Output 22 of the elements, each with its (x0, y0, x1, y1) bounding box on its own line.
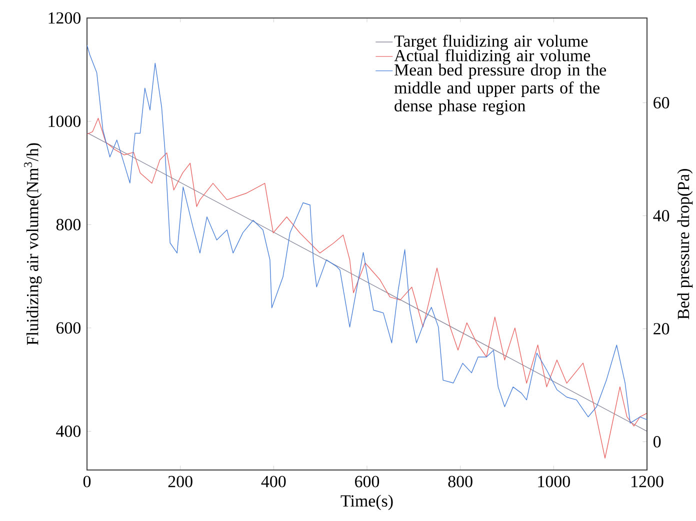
y-tick-label: 400 (56, 426, 81, 437)
y-tick-label: 600 (56, 322, 81, 334)
x-tick-label: 400 (261, 476, 286, 488)
y-tick-label: 1000 (48, 116, 81, 128)
x-tick-label: 1200 (632, 476, 664, 488)
y2-tick-label: 60 (654, 97, 670, 108)
x-axis-title: Time(s) (340, 494, 393, 510)
y2-tick-label: 0 (653, 436, 661, 448)
x-tick-label: 800 (448, 476, 472, 488)
legend-label: Mean bed pressure drop in the middle and upper parts of the dense phase region (394, 64, 606, 115)
legend-label: Target fluidizing air volume (394, 34, 588, 50)
y-tick-label: 1200 (48, 12, 81, 24)
x-tick-label: 200 (168, 476, 192, 488)
legend-label: Actual fluidizing air volume (394, 49, 590, 65)
x-tick-label: 0 (83, 476, 91, 488)
y-axis-title: Fluidizing air volume(Nm$^{3}$/h) (24, 143, 42, 346)
y-tick-label: 800 (56, 218, 81, 230)
x-tick-label: 600 (355, 476, 380, 488)
y2-axis-title: Bed pressure drop(Pa) (677, 169, 693, 320)
y2-tick-label: 40 (653, 210, 670, 222)
y2-tick-label: 20 (654, 323, 670, 334)
x-tick-label: 1000 (538, 476, 570, 488)
